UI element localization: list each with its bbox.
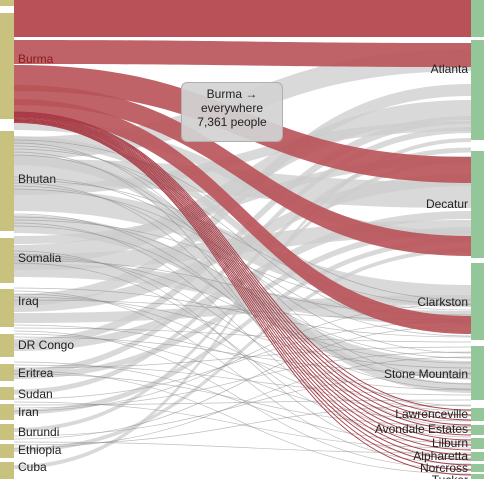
- target-label: Stone Mountain: [384, 367, 468, 381]
- link-thin-17[interactable]: [13, 325, 472, 440]
- link-muted-12[interactable]: [14, 127, 471, 375]
- source-node-9[interactable]: [0, 424, 14, 440]
- link-thin-10[interactable]: [13, 179, 472, 306]
- source-label: Cuba: [18, 460, 47, 474]
- source-label: Sudan: [18, 387, 53, 401]
- link-top-highlight[interactable]: [14, 0, 471, 37]
- flow-tooltip: Burma → everywhere 7,361 people: [181, 82, 283, 142]
- link-muted-17[interactable]: [14, 248, 471, 452]
- link-thin-4[interactable]: [13, 287, 472, 338]
- source-node-3[interactable]: [0, 238, 14, 283]
- target-node-5[interactable]: [471, 408, 484, 421]
- target-node-0[interactable]: [471, 0, 484, 37]
- link-burma-thin-0[interactable]: [13, 111, 472, 411]
- link-burma-0[interactable]: [14, 40, 471, 67]
- source-label: Somalia: [18, 251, 62, 265]
- source-node-6[interactable]: [0, 364, 14, 381]
- link-burma-thin-11[interactable]: [13, 120, 472, 466]
- source-label: Eritrea: [18, 366, 54, 380]
- source-node-4[interactable]: [0, 289, 14, 327]
- source-node-10[interactable]: [0, 444, 14, 458]
- link-thin-44[interactable]: [13, 356, 472, 449]
- link-burma-thin-4[interactable]: [13, 114, 472, 431]
- tooltip-line-3: 7,361 people: [197, 115, 267, 129]
- link-burma-2[interactable]: [14, 85, 471, 256]
- source-node-2[interactable]: [0, 131, 14, 231]
- source-label: Iraq: [18, 294, 39, 308]
- link-thin-7[interactable]: [13, 320, 472, 400]
- link-burma-3[interactable]: [14, 99, 471, 334]
- link-muted-8[interactable]: [14, 174, 471, 312]
- source-label: Burundi: [18, 425, 59, 439]
- link-burma-thin-2[interactable]: [13, 113, 472, 421]
- link-burma-thin-7[interactable]: [13, 117, 472, 446]
- source-node-11[interactable]: [0, 462, 14, 479]
- target-node-8[interactable]: [471, 452, 484, 461]
- link-burma-thin-13[interactable]: [13, 121, 472, 476]
- link-burma-thin-3[interactable]: [13, 113, 472, 426]
- source-node-7[interactable]: [0, 387, 14, 400]
- link-thin-45[interactable]: [13, 154, 472, 411]
- target-label: Alpharetta: [413, 449, 468, 463]
- link-burma-thin-8[interactable]: [13, 117, 472, 451]
- source-label: Burma: [18, 52, 54, 66]
- target-label: Atlanta: [431, 62, 469, 76]
- link-muted-21[interactable]: [14, 156, 471, 244]
- target-label: Lilburn: [432, 436, 468, 450]
- link-muted-15[interactable]: [14, 237, 471, 415]
- link-thin-38[interactable]: [13, 225, 472, 390]
- target-label: Clarkston: [417, 295, 468, 309]
- target-label: Decatur: [426, 197, 468, 211]
- source-node-0[interactable]: [0, 0, 14, 6]
- link-muted-18[interactable]: [14, 138, 471, 469]
- link-burma-thin-6[interactable]: [13, 116, 472, 441]
- target-node-2[interactable]: [471, 151, 484, 258]
- target-node-9[interactable]: [471, 464, 484, 472]
- tooltip-line-1: Burma →: [206, 87, 258, 101]
- link-thin-14[interactable]: [13, 327, 472, 343]
- source-label: DR Congo: [18, 338, 74, 352]
- target-node-10[interactable]: [471, 474, 484, 479]
- source-node-5[interactable]: [0, 334, 14, 357]
- target-node-3[interactable]: [471, 263, 484, 340]
- source-label: Bhutan: [18, 172, 56, 186]
- source-label: Iran: [18, 405, 39, 419]
- link-burma-thin-5[interactable]: [13, 115, 472, 436]
- target-node-4[interactable]: [471, 346, 484, 400]
- node-labels: Burma Bhutan Somalia Iraq DR Congo Eritrea Sud…: [18, 52, 468, 479]
- source-node-8[interactable]: [0, 404, 14, 420]
- target-node-1[interactable]: [471, 40, 484, 140]
- source-node-1[interactable]: [0, 13, 14, 119]
- link-muted-7[interactable]: [14, 84, 471, 306]
- target-label: Lawrenceville: [395, 407, 468, 421]
- target-node-7[interactable]: [471, 438, 484, 449]
- source-label: Ethiopia: [18, 443, 62, 457]
- target-label: Avondale Estates: [375, 422, 468, 436]
- target-label: Tucker: [432, 473, 468, 479]
- link-muted-23[interactable]: [14, 136, 471, 324]
- link-muted-20[interactable]: [14, 121, 471, 195]
- link-burma-thin-9[interactable]: [13, 118, 472, 456]
- link-burma-thin-1[interactable]: [13, 112, 472, 416]
- target-label: Norcross: [420, 461, 468, 475]
- tooltip-line-2: everywhere: [200, 101, 264, 115]
- burma-links: [13, 0, 472, 476]
- link-muted-19[interactable]: [14, 155, 471, 393]
- link-thin-37[interactable]: [13, 188, 472, 337]
- link-burma-thin-12[interactable]: [13, 121, 472, 471]
- target-node-6[interactable]: [471, 425, 484, 435]
- link-burma-thin-10[interactable]: [13, 119, 472, 461]
- link-thin-41[interactable]: [13, 336, 472, 374]
